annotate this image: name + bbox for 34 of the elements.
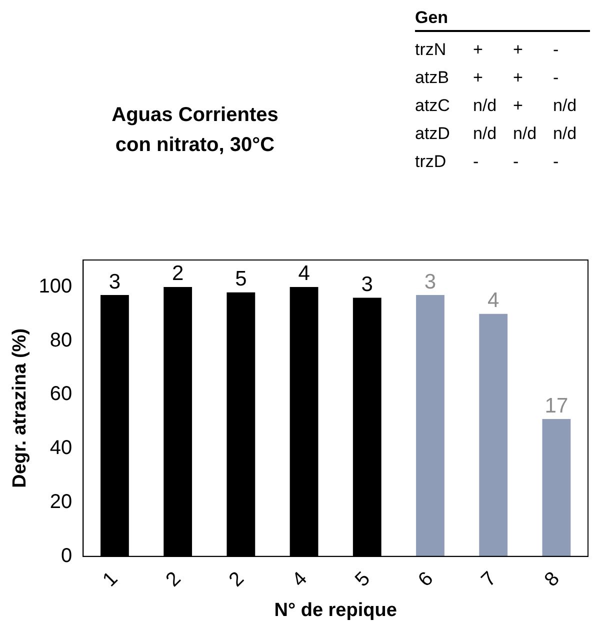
x-axis-title: N° de repique bbox=[274, 600, 397, 621]
text: trzN + + - bbox=[415, 40, 559, 59]
bar bbox=[542, 418, 571, 556]
y-axis-title: Degr. atrazina (%) bbox=[10, 328, 31, 488]
x-tick-label: 7 bbox=[477, 568, 501, 592]
bar bbox=[416, 295, 444, 556]
y-tick-label: 80 bbox=[50, 329, 72, 352]
y-tick-label: 20 bbox=[50, 490, 72, 513]
bar bbox=[479, 314, 508, 556]
y-tick-label: 60 bbox=[50, 383, 72, 406]
annotation: 4 bbox=[488, 289, 500, 312]
x-tick-label: 6 bbox=[414, 568, 438, 592]
annotation: 3 bbox=[361, 273, 373, 296]
text: atzC n/d + n/d bbox=[415, 96, 577, 115]
x-tick-label: 5 bbox=[351, 568, 375, 592]
annotation: 17 bbox=[544, 394, 568, 418]
text: Gen bbox=[415, 8, 590, 32]
text: trzD - - - bbox=[415, 152, 559, 171]
annotation: 2 bbox=[172, 262, 184, 286]
x-tick-label: 2 bbox=[224, 568, 248, 592]
chart-title: Aguas Corrientes con nitrato, 30°C bbox=[110, 103, 280, 158]
y-tick-label: 100 bbox=[38, 275, 72, 298]
x-tick-label: 8 bbox=[540, 568, 564, 592]
y-tick-label: 0 bbox=[61, 544, 72, 567]
text: atzB + + - bbox=[415, 68, 559, 87]
annotation: 4 bbox=[298, 262, 310, 286]
x-tick-label: 1 bbox=[98, 568, 122, 592]
text: atzD n/d n/d n/d bbox=[415, 124, 577, 143]
annotation: 3 bbox=[108, 270, 121, 294]
annotation: 5 bbox=[235, 268, 247, 291]
x-tick-label: 2 bbox=[162, 568, 186, 592]
y-tick-label: 40 bbox=[50, 437, 72, 460]
annotation: 3 bbox=[424, 270, 436, 294]
x-tick-label: 4 bbox=[288, 568, 312, 592]
